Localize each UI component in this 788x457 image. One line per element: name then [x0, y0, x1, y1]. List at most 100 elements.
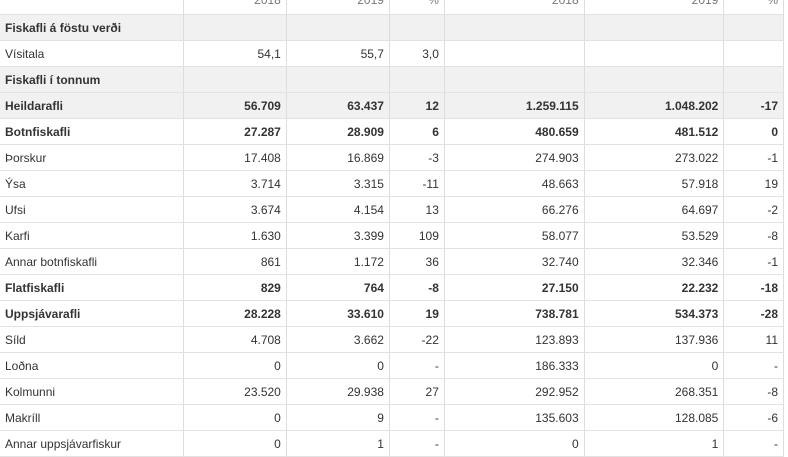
row-label: Ýsa [0, 170, 184, 197]
cell-value: 53.529 [584, 222, 725, 249]
row-label: Heildarafli [0, 92, 184, 119]
table-row: Kolmunni 23.520 29.938 27 292.952 268.351 -8 [0, 378, 784, 405]
cell-value [389, 14, 445, 41]
cell-value: 22.232 [584, 274, 725, 301]
cell-value: - [389, 352, 445, 379]
cell-value: 0 [444, 430, 585, 457]
cell-value: 738.781 [444, 300, 585, 327]
cell-value: 54,1 [183, 40, 287, 67]
cell-value: -8 [389, 274, 445, 301]
cell-value: 481.512 [584, 118, 725, 145]
cell-value: 123.893 [444, 326, 585, 353]
table-row: Síld 4.708 3.662 -22 123.893 137.936 11 [0, 326, 784, 353]
cell-value: 829 [183, 274, 287, 301]
table-row: Ufsi 3.674 4.154 13 66.276 64.697 -2 [0, 196, 784, 223]
cell-value: -17 [723, 92, 784, 119]
cell-value [444, 40, 585, 67]
row-label: Fiskafli í tonnum [0, 66, 184, 93]
header-cell-label [0, 0, 184, 15]
cell-value: 1.172 [286, 248, 390, 275]
cell-value: 3.674 [183, 196, 287, 223]
cell-value [584, 40, 725, 67]
cell-value: -8 [723, 222, 784, 249]
cell-value [584, 66, 725, 93]
cell-value: 764 [286, 274, 390, 301]
cell-value: 29.938 [286, 378, 390, 405]
cell-value [444, 66, 585, 93]
cell-value: 13 [389, 196, 445, 223]
header-text: 2018 [254, 0, 281, 7]
cell-value: 64.697 [584, 196, 725, 223]
cell-value: 292.952 [444, 378, 585, 405]
cell-value [183, 66, 287, 93]
cell-value: 109 [389, 222, 445, 249]
cell-value: 27.287 [183, 118, 287, 145]
cell-value: -2 [723, 196, 784, 223]
cell-value: 19 [723, 170, 784, 197]
header-cell-percent: % [389, 0, 445, 15]
cell-value [183, 14, 287, 41]
row-label: Flatfiskafli [0, 274, 184, 301]
cell-value: 57.918 [584, 170, 725, 197]
cell-value: 27.150 [444, 274, 585, 301]
cell-value: 3,0 [389, 40, 445, 67]
cell-value: 56.709 [183, 92, 287, 119]
cell-value: 23.520 [183, 378, 287, 405]
cell-value: - [389, 404, 445, 431]
table-row: Ýsa 3.714 3.315 -11 48.663 57.918 19 [0, 170, 784, 197]
cell-value: -1 [723, 144, 784, 171]
header-cell-2019: 2019 [286, 0, 390, 15]
row-label: Síld [0, 326, 184, 353]
cell-value: 128.085 [584, 404, 725, 431]
table-row: Annar uppsjávarfiskur 0 1-0 1- [0, 430, 784, 457]
cell-value: 3.714 [183, 170, 287, 197]
cell-value: 135.603 [444, 404, 585, 431]
header-cell-2018: 2018 [183, 0, 287, 15]
row-label: Annar botnfiskafli [0, 248, 184, 275]
row-label: Uppsjávarafli [0, 300, 184, 327]
header-text: 2019 [691, 0, 719, 7]
cell-value: 1 [286, 430, 390, 457]
cell-value: 4.154 [286, 196, 390, 223]
row-label: Botnfiskafli [0, 118, 184, 145]
cell-value: -6 [723, 404, 784, 431]
row-label: Kolmunni [0, 378, 184, 405]
cell-value: 4.708 [183, 326, 287, 353]
header-cell-percent-period: % [723, 0, 784, 15]
table-row: Flatfiskafli 829 764 -8 27.150 22.232 -18 [0, 274, 784, 301]
cell-value: - [723, 352, 784, 379]
cell-value: 861 [183, 248, 287, 275]
table-row: Annar botnfiskafli 861 1.172 36 32.740 32.346… [0, 248, 784, 275]
cell-value: 3.315 [286, 170, 390, 197]
cell-value: 1.259.115 [444, 92, 585, 119]
table-row: Karfi 1.630 3.399 109 58.077 53.529 -8 [0, 222, 784, 249]
header-text: 2019 [357, 0, 384, 7]
header-text: 2018 [551, 0, 579, 7]
cell-value: 273.022 [584, 144, 725, 171]
table-row: Vísitala 54,1 55,7 3,0 [0, 40, 784, 67]
cell-value: 268.351 [584, 378, 725, 405]
cell-value: 27 [389, 378, 445, 405]
cell-value [723, 40, 784, 67]
cell-value [389, 66, 445, 93]
header-text: % [767, 0, 778, 7]
row-label: Karfi [0, 222, 184, 249]
table-row: Uppsjávarafli 28.228 33.610 19 738.781 534.37… [0, 300, 784, 327]
row-label: Makríll [0, 404, 184, 431]
cell-value: 9 [286, 404, 390, 431]
cell-value: 63.437 [286, 92, 390, 119]
cell-value: 66.276 [444, 196, 585, 223]
cell-value: -8 [723, 378, 784, 405]
row-label: Fiskafli á föstu verði [0, 14, 184, 41]
cell-value: -1 [723, 248, 784, 275]
cell-value: 58.077 [444, 222, 585, 249]
cell-value: -22 [389, 326, 445, 353]
cell-value: 274.903 [444, 144, 585, 171]
cell-value: 186.333 [444, 352, 585, 379]
cell-value: 0 [183, 404, 287, 431]
cell-value: 32.740 [444, 248, 585, 275]
cell-value: 28.228 [183, 300, 287, 327]
cell-value [723, 14, 784, 41]
